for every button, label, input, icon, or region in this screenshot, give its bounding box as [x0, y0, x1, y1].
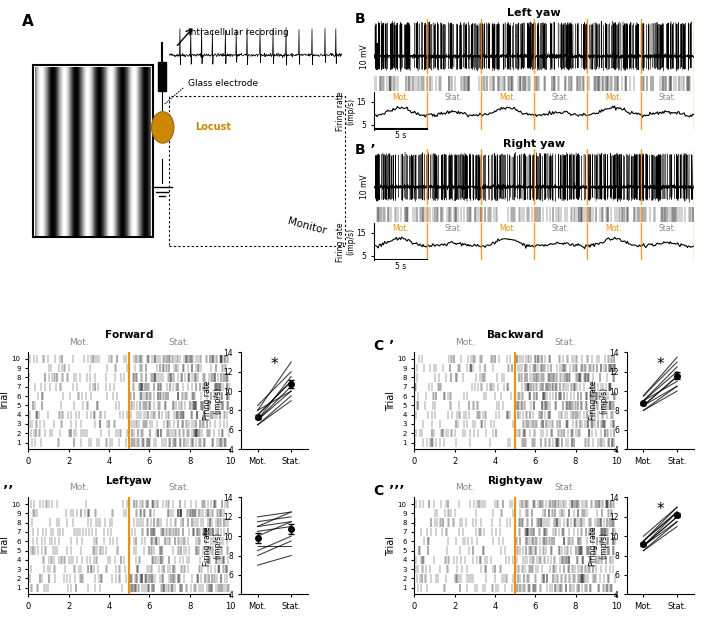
- Text: C ’: C ’: [374, 339, 394, 353]
- Text: Stat.: Stat.: [552, 93, 569, 102]
- Text: Stat.: Stat.: [658, 93, 676, 102]
- Text: Locust: Locust: [195, 123, 231, 132]
- Text: Mot.: Mot.: [392, 93, 409, 102]
- FancyBboxPatch shape: [158, 62, 166, 91]
- Text: Stat.: Stat.: [445, 224, 463, 233]
- Text: Mot.: Mot.: [455, 337, 474, 347]
- Text: B ’: B ’: [355, 143, 375, 157]
- Text: Mot.: Mot.: [392, 224, 409, 233]
- Title: $\bf{Left yaw}$: $\bf{Left yaw}$: [105, 474, 153, 488]
- Text: B: B: [355, 12, 365, 26]
- Text: C ’’: C ’’: [0, 484, 13, 498]
- Text: Mot.: Mot.: [605, 224, 622, 233]
- Text: Mot.: Mot.: [499, 93, 515, 102]
- Title: Left yaw: Left yaw: [507, 8, 561, 18]
- Text: Intracellular recording: Intracellular recording: [188, 28, 289, 37]
- Text: Mot.: Mot.: [455, 483, 474, 491]
- Text: Monitor: Monitor: [41, 123, 81, 132]
- Text: A: A: [22, 14, 34, 28]
- Y-axis label: Trial: Trial: [0, 536, 11, 556]
- Text: Mot.: Mot.: [69, 337, 88, 347]
- Ellipse shape: [152, 111, 174, 143]
- Title: $\bf{Backward}$: $\bf{Backward}$: [486, 329, 544, 340]
- Text: Mot.: Mot.: [605, 93, 622, 102]
- Y-axis label: Firing rate
(imp/s): Firing rate (imp/s): [202, 381, 222, 420]
- Y-axis label: Firing rate
(imp/s): Firing rate (imp/s): [336, 91, 355, 131]
- Text: Stat.: Stat.: [555, 337, 576, 347]
- Text: Stat.: Stat.: [169, 483, 190, 491]
- Text: Stat.: Stat.: [552, 224, 569, 233]
- Text: 5 s: 5 s: [395, 262, 406, 271]
- Title: Right yaw: Right yaw: [503, 139, 565, 149]
- Y-axis label: Trial: Trial: [386, 391, 396, 411]
- Text: Stat.: Stat.: [445, 93, 463, 102]
- Text: 10 mV: 10 mV: [360, 175, 369, 199]
- Text: *: *: [656, 357, 664, 372]
- Y-axis label: Firing rate
(imp/s): Firing rate (imp/s): [588, 526, 608, 566]
- Y-axis label: Firing rate
(imp/s): Firing rate (imp/s): [202, 526, 222, 566]
- Y-axis label: Firing rate
(imp/s): Firing rate (imp/s): [588, 381, 608, 420]
- Text: Mot.: Mot.: [499, 224, 515, 233]
- Y-axis label: Trial: Trial: [386, 536, 396, 556]
- Text: *: *: [270, 357, 278, 372]
- Text: *: *: [656, 503, 664, 517]
- Y-axis label: Trial: Trial: [0, 391, 11, 411]
- Title: $\bf{Right yaw}$: $\bf{Right yaw}$: [487, 474, 543, 488]
- Text: Stat.: Stat.: [169, 337, 190, 347]
- Text: Monitor: Monitor: [286, 216, 327, 236]
- Text: Stat.: Stat.: [658, 224, 676, 233]
- Title: $\bf{Forward}$: $\bf{Forward}$: [104, 329, 154, 340]
- Text: Mot.: Mot.: [69, 483, 88, 491]
- Y-axis label: Firing rate
(imp/s): Firing rate (imp/s): [336, 222, 355, 262]
- Text: 10 mV: 10 mV: [360, 44, 369, 69]
- Text: Glass electrode: Glass electrode: [188, 79, 258, 89]
- Text: C ’’’: C ’’’: [374, 484, 404, 498]
- Text: Stat.: Stat.: [555, 483, 576, 491]
- Text: 5 s: 5 s: [395, 131, 406, 140]
